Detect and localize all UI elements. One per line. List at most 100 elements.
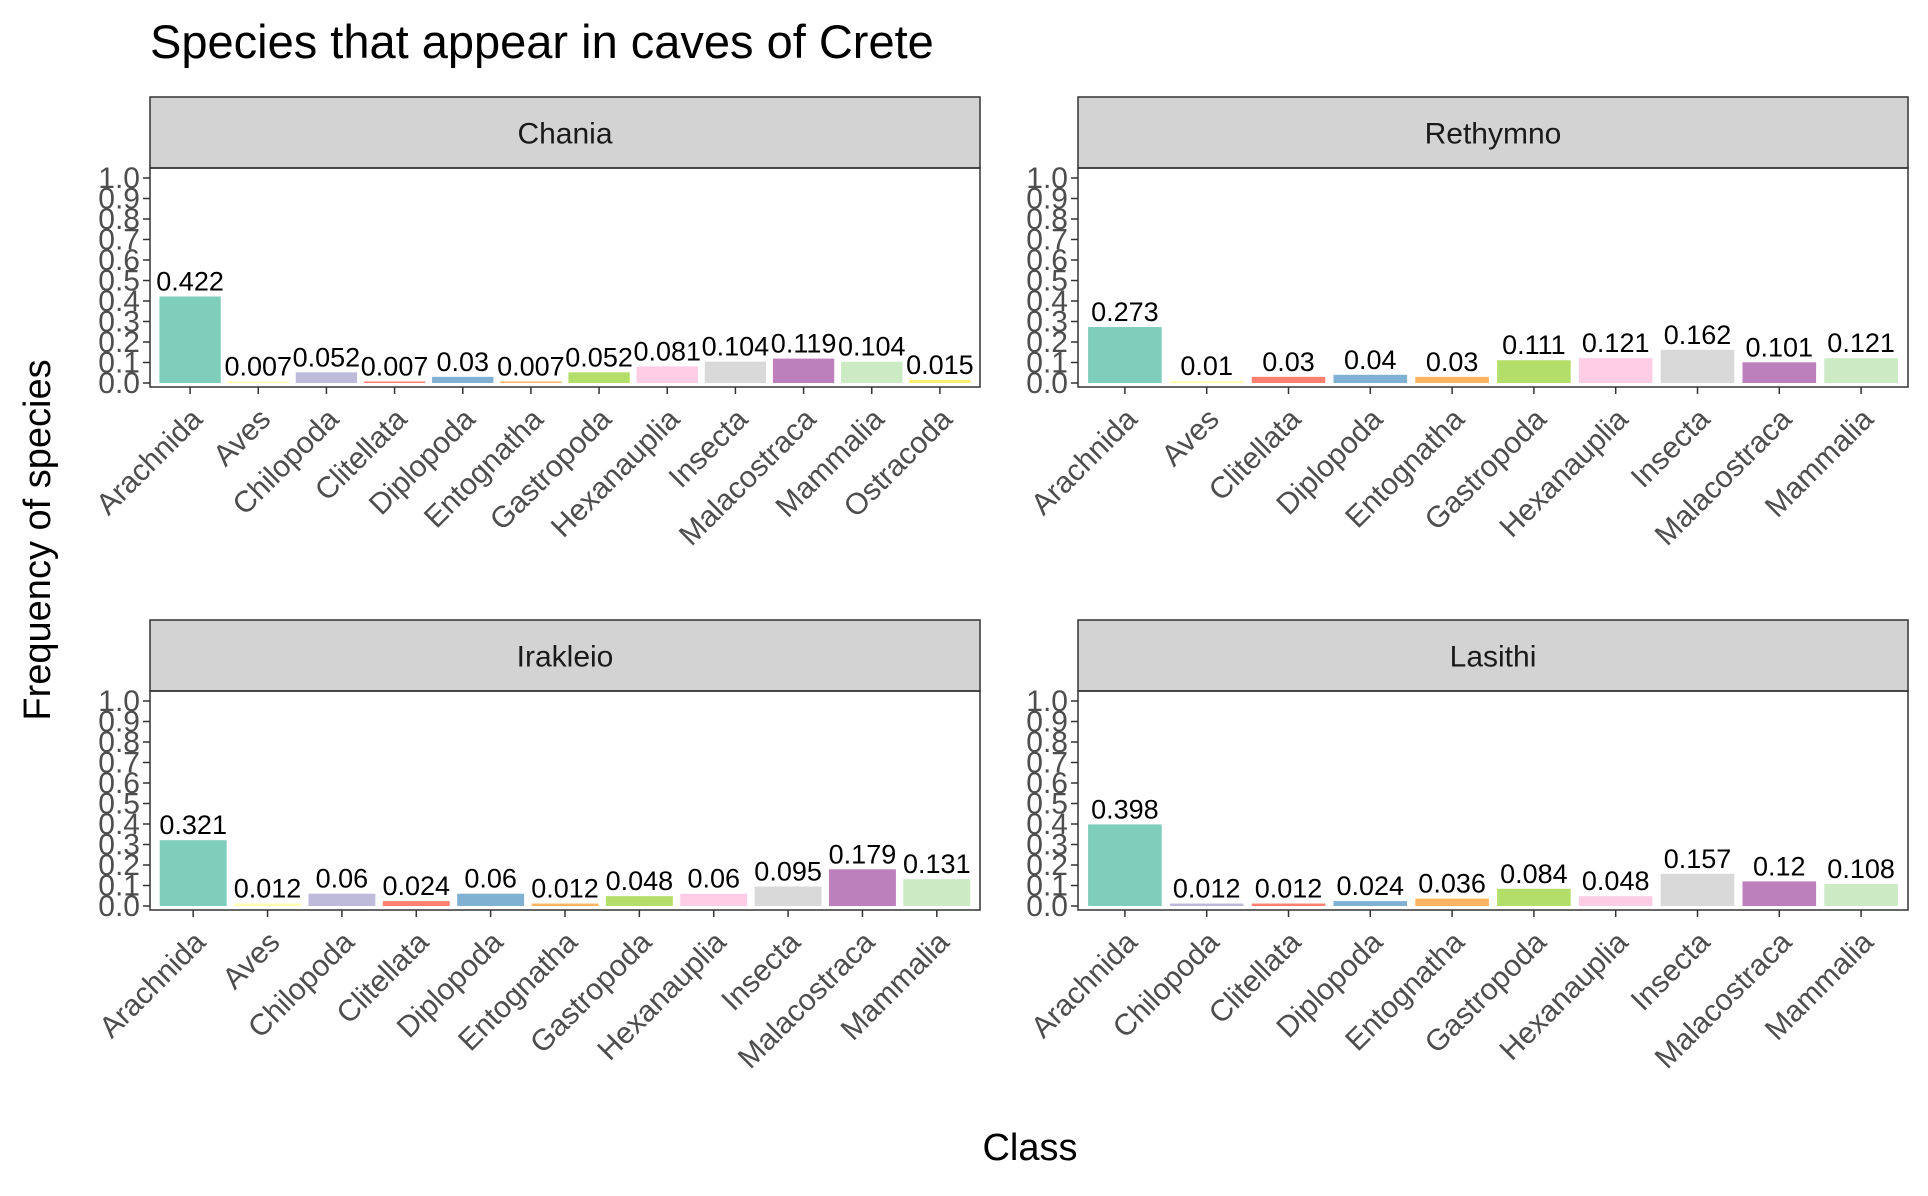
data-label: 0.04 <box>1344 345 1397 375</box>
data-label: 0.06 <box>316 864 369 894</box>
bar-insecta <box>1660 873 1735 906</box>
y-tick-label: 0.4 <box>98 808 140 841</box>
bar-ostracoda <box>909 379 971 383</box>
y-tick-label: 0.0 <box>1026 890 1068 923</box>
x-tick-label: Aves <box>216 926 286 996</box>
data-label: 0.121 <box>1827 328 1895 358</box>
panel-border <box>149 690 981 911</box>
y-tick-label: 0.7 <box>1026 224 1068 257</box>
data-label: 0.179 <box>829 839 897 869</box>
bar-clitellata <box>1251 903 1326 906</box>
x-axis-title: Class <box>982 1127 1077 1169</box>
x-tick-label: Arachnida <box>93 925 212 1044</box>
bar-chilopoda <box>1169 903 1244 906</box>
y-tick-label: 0.1 <box>98 347 140 380</box>
facet-panel-chania: Chania 0.00.10.20.30.40.50.60.70.80.91.0 0… <box>90 96 981 552</box>
data-label: 0.01 <box>1180 351 1233 381</box>
bar-insecta <box>1660 349 1735 383</box>
y-tick-label: 0.0 <box>1026 367 1068 400</box>
y-axis-title: Frequency of species <box>17 359 59 720</box>
data-label: 0.048 <box>1582 866 1650 896</box>
y-tick-label: 0.6 <box>98 244 140 277</box>
data-label: 0.06 <box>687 864 740 894</box>
y-tick-label: 1.0 <box>98 685 140 718</box>
facet-strip-label: Lasithi <box>1450 641 1537 674</box>
y-tick-label: 0.1 <box>98 870 140 903</box>
y-tick-label: 0.3 <box>98 306 140 339</box>
bar-gastropoda <box>605 896 673 906</box>
data-label: 0.012 <box>234 874 302 904</box>
data-label: 0.007 <box>224 352 292 382</box>
bar-malacostraca <box>828 869 896 906</box>
y-tick-label: 0.8 <box>98 203 140 236</box>
y-tick-label: 0.2 <box>98 849 140 882</box>
y-tick-label: 0.0 <box>98 367 140 400</box>
facet-panel-irakleio: Irakleio 0.00.10.20.30.40.50.60.70.80.91.… <box>93 619 981 1075</box>
panel-border <box>1077 167 1909 388</box>
y-tick-label: 0.3 <box>1026 306 1068 339</box>
bar-arachnida <box>159 840 227 906</box>
bar-aves <box>234 903 302 906</box>
bar-hexanauplia <box>680 893 748 906</box>
facet-strip-label: Rethymno <box>1425 118 1562 151</box>
data-label: 0.095 <box>754 857 822 887</box>
data-label: 0.007 <box>497 352 565 382</box>
data-label: 0.012 <box>531 874 599 904</box>
y-tick-label: 0.5 <box>98 265 140 298</box>
facet-panel-lasithi: Lasithi 0.00.10.20.30.40.50.60.70.80.91.0… <box>1025 619 1909 1075</box>
bar-gastropoda <box>1497 888 1571 906</box>
bar-malacostraca <box>772 358 835 383</box>
data-label: 0.131 <box>903 849 971 879</box>
x-tick-label: Arachnida <box>90 402 209 521</box>
bar-arachnida <box>1088 327 1162 383</box>
bar-chilopoda <box>295 372 358 383</box>
y-tick-label: 0.1 <box>1026 870 1068 903</box>
x-tick-label: Arachnida <box>1025 402 1144 521</box>
facet-strip <box>1077 619 1909 692</box>
data-label: 0.015 <box>906 350 974 380</box>
data-label: 0.012 <box>1173 874 1241 904</box>
y-tick-label: 0.7 <box>98 747 140 780</box>
y-tick-label: 0.7 <box>98 224 140 257</box>
y-tick-label: 0.5 <box>1026 788 1068 821</box>
facet-strip-label: Irakleio <box>517 641 614 674</box>
y-tick-label: 0.8 <box>1026 726 1068 759</box>
bar-gastropoda <box>1497 360 1571 383</box>
y-tick-label: 0.8 <box>98 726 140 759</box>
data-label: 0.422 <box>156 266 224 296</box>
data-label: 0.108 <box>1827 854 1895 884</box>
y-tick-label: 0.6 <box>98 767 140 800</box>
bar-diplopoda <box>457 893 525 906</box>
facet-strip <box>1077 96 1909 169</box>
bar-diplopoda <box>1333 374 1408 383</box>
y-tick-label: 0.1 <box>1026 347 1068 380</box>
y-tick-label: 0.9 <box>1026 183 1068 216</box>
bar-arachnida <box>1088 824 1162 906</box>
bar-clitellata <box>382 901 450 906</box>
data-label: 0.052 <box>565 342 633 372</box>
data-label: 0.12 <box>1753 851 1806 881</box>
y-tick-label: 0.2 <box>1026 849 1068 882</box>
data-label: 0.024 <box>382 871 450 901</box>
bar-gastropoda <box>568 372 630 383</box>
y-tick-label: 0.2 <box>98 326 140 359</box>
bar-diplopoda <box>1333 901 1408 906</box>
y-tick-label: 0.0 <box>98 890 140 923</box>
bar-aves <box>1169 380 1244 383</box>
data-label: 0.024 <box>1337 871 1405 901</box>
data-label: 0.007 <box>361 352 429 382</box>
data-label: 0.162 <box>1664 320 1732 350</box>
data-label: 0.157 <box>1664 844 1732 874</box>
facet-panel-rethymno: Rethymno 0.00.10.20.30.40.50.60.70.80.91.… <box>1025 96 1909 552</box>
panel-border <box>149 167 981 388</box>
bar-insecta <box>704 361 767 383</box>
chart-title: Species that appear in caves of Crete <box>150 15 934 68</box>
y-tick-label: 0.4 <box>98 285 140 318</box>
facet-strip-label: Chania <box>517 118 612 151</box>
bar-entognatha <box>500 381 562 383</box>
data-label: 0.101 <box>1746 332 1814 362</box>
data-label: 0.398 <box>1091 794 1159 824</box>
y-tick-label: 0.6 <box>1026 767 1068 800</box>
